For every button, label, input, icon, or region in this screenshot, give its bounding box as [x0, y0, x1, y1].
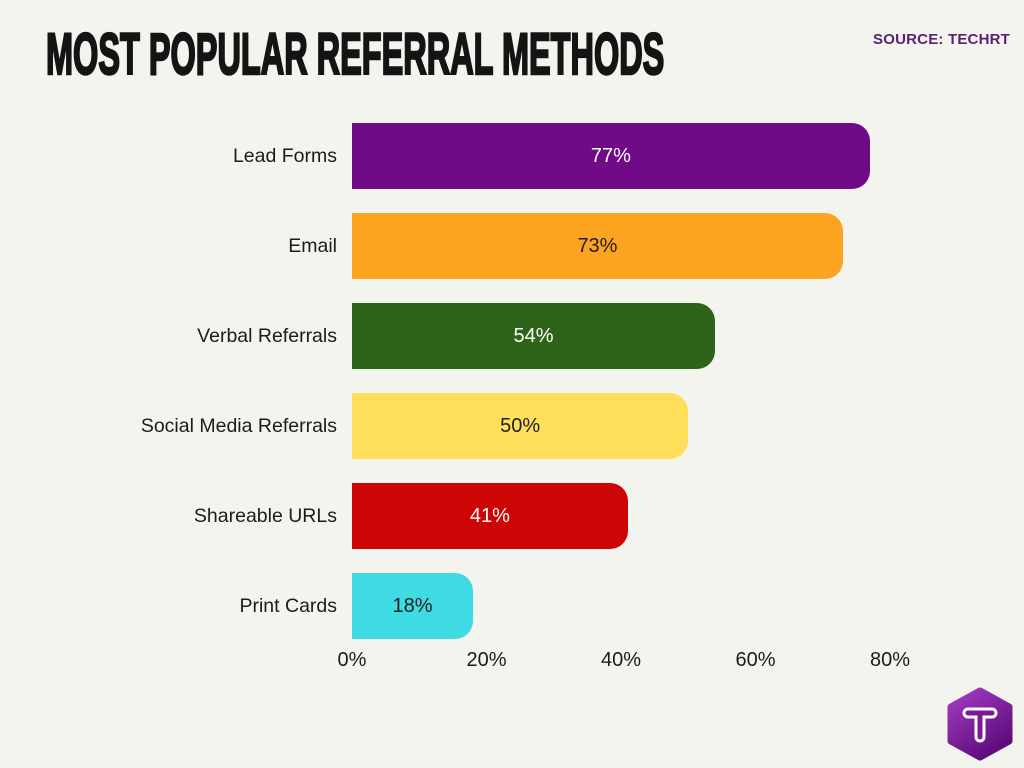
x-tick-label: 0% [337, 649, 367, 671]
chart-row: Shareable URLs 41% [0, 483, 1024, 549]
bar-value-label: 73% [577, 234, 618, 257]
bar-track: 54% [352, 303, 890, 369]
bar-track: 50% [352, 393, 890, 459]
x-tick-label: 40% [600, 649, 642, 671]
bar-category-label: Lead Forms [232, 144, 337, 167]
chart-row: Email 73% [0, 213, 1024, 279]
bar-category-label: Verbal Referrals [197, 324, 337, 347]
bar-value-label: 54% [513, 324, 554, 347]
bar-category-label: Social Media Referrals [140, 414, 337, 437]
bar: 50% [352, 393, 689, 459]
logo-letter-t-icon [962, 707, 998, 743]
bar-track: 41% [352, 483, 890, 549]
bar: 73% [352, 213, 843, 279]
x-tick-label: 20% [466, 649, 507, 671]
bar: 18% [352, 573, 474, 639]
bar-value-label: 77% [590, 144, 631, 167]
bar: 77% [352, 123, 870, 189]
x-tick-label: 80% [869, 649, 911, 671]
x-tick-label: 60% [735, 649, 776, 671]
bar: 54% [352, 303, 716, 369]
chart-row: Print Cards 18% [0, 573, 1024, 639]
bar-category-label: Email [288, 234, 337, 257]
bar-track: 73% [352, 213, 890, 279]
chart-row: Lead Forms 77% [0, 123, 1024, 189]
chart-row: Verbal Referrals 54% [0, 303, 1024, 369]
bar-value-label: 18% [392, 594, 433, 617]
bar-category-label: Print Cards [239, 594, 337, 617]
bar: 41% [352, 483, 628, 549]
bar-category-label: Shareable URLs [193, 504, 337, 527]
x-axis: 0% 20% 40% 60% 80% [338, 649, 910, 675]
source-label: SOURCE: TECHRT [873, 31, 1010, 48]
chart-row: Social Media Referrals 50% [0, 393, 1024, 459]
bar-value-label: 50% [500, 414, 541, 437]
bar-chart: Lead Forms 77% Email 73% Verbal Referrals 54%… [0, 123, 1024, 663]
page-title: MOST POPULAR REFERRAL METHODS [45, 22, 665, 87]
brand-logo [947, 687, 1013, 761]
bar-value-label: 41% [469, 504, 510, 527]
bar-track: 77% [352, 123, 890, 189]
bar-track: 18% [352, 573, 890, 639]
